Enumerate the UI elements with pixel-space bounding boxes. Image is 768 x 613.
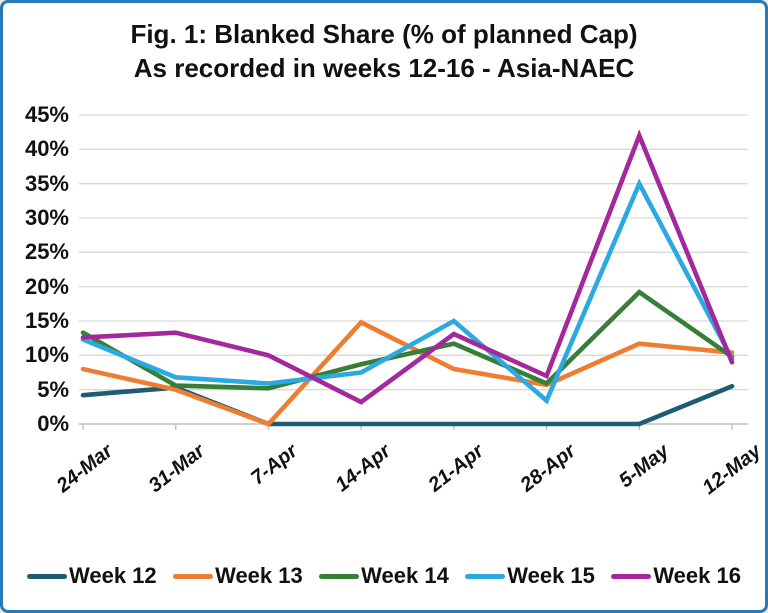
week-14-line-swatch-icon (319, 573, 360, 579)
y-axis-tick-label: 25% (24, 239, 69, 265)
chart-title-line-2: As recorded in weeks 12-16 - Asia-NAEC (133, 53, 635, 83)
chart-title: Fig. 1: Blanked Share (% of planned Cap)… (3, 17, 765, 85)
y-axis-tick-label: 45% (24, 102, 69, 127)
y-axis-tick-label: 20% (24, 273, 69, 299)
y-axis-tick-label: 30% (24, 205, 69, 230)
y-axis-tick-label: 15% (24, 308, 69, 333)
week-15-line-swatch-icon (465, 573, 506, 579)
legend-item-week-12: Week 12 (27, 563, 157, 589)
legend-label: Week 15 (507, 563, 595, 588)
y-axis-tick-label: 40% (24, 136, 69, 162)
y-axis-tick-label: 35% (24, 170, 69, 196)
legend-label: Week 16 (653, 563, 741, 588)
legend-label: Week 13 (215, 563, 303, 588)
legend-label: Week 12 (69, 563, 157, 588)
plot-area (79, 114, 748, 430)
y-axis-tick-label: 5% (37, 376, 69, 402)
y-axis-tick-label: 10% (24, 342, 69, 368)
legend: Week 12 Week 13 Week 14 Week 15 Week 16 (3, 563, 765, 589)
week-12-line-swatch-icon (27, 573, 67, 579)
legend-item-week-16: Week 16 (611, 563, 741, 589)
chart-title-line-1: Fig. 1: Blanked Share (% of planned Cap) (130, 19, 638, 49)
week-13-line-swatch-icon (173, 573, 214, 579)
y-axis-tick-label: 0% (37, 411, 69, 436)
week-16-line-swatch-icon (611, 573, 652, 579)
legend-item-week-13: Week 13 (173, 563, 303, 589)
legend-item-week-14: Week 14 (319, 563, 449, 589)
legend-label: Week 14 (361, 563, 449, 588)
legend-item-week-15: Week 15 (465, 563, 595, 589)
